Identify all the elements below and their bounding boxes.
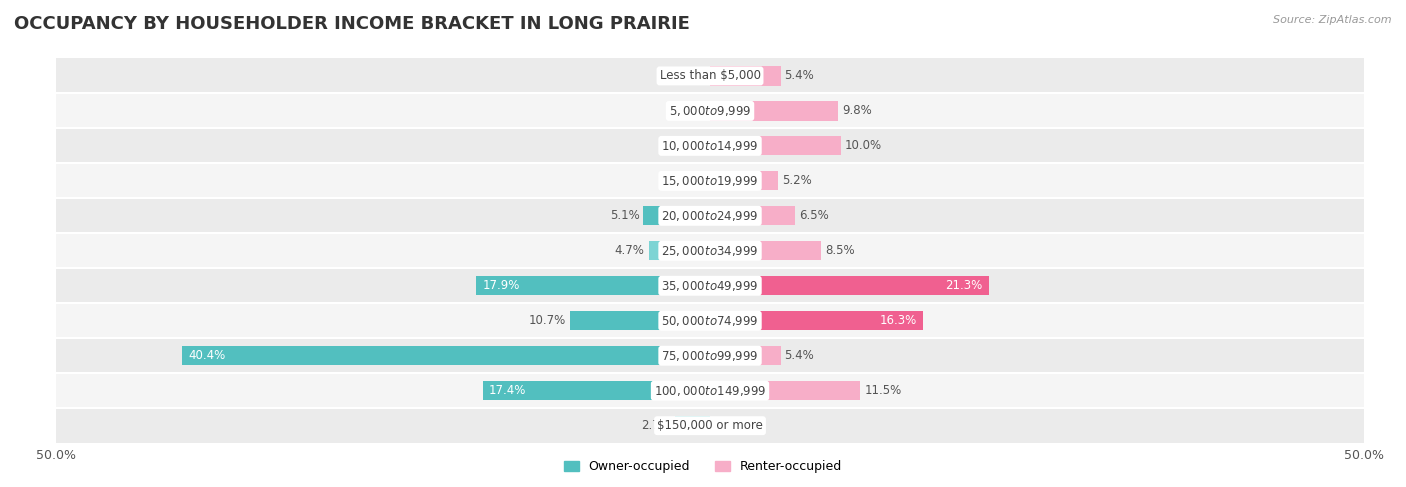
Bar [696,171,710,190]
Bar [56,163,1364,198]
Text: 2.7%: 2.7% [641,419,671,432]
Bar [477,276,710,296]
Bar [710,311,924,330]
Bar [56,233,1364,268]
Bar [648,241,710,261]
Text: 10.0%: 10.0% [845,139,882,152]
Bar [56,94,1364,129]
Text: Source: ZipAtlas.com: Source: ZipAtlas.com [1274,15,1392,25]
Text: $35,000 to $49,999: $35,000 to $49,999 [661,279,759,293]
Bar [710,346,780,365]
Text: 0.0%: 0.0% [676,70,706,82]
Bar [644,206,710,225]
Bar [482,381,710,400]
Text: 5.1%: 5.1% [610,209,640,223]
Bar [56,268,1364,303]
Text: 17.9%: 17.9% [482,279,520,292]
Text: $10,000 to $14,999: $10,000 to $14,999 [661,139,759,153]
Text: $15,000 to $19,999: $15,000 to $19,999 [661,174,759,188]
Text: 4.7%: 4.7% [614,244,644,257]
Text: $100,000 to $149,999: $100,000 to $149,999 [654,384,766,398]
Bar [56,303,1364,338]
Bar [181,346,710,365]
Text: 5.4%: 5.4% [785,349,814,362]
Text: 6.5%: 6.5% [799,209,828,223]
Text: 8.5%: 8.5% [825,244,855,257]
Text: $75,000 to $99,999: $75,000 to $99,999 [661,349,759,363]
Text: 1.1%: 1.1% [662,174,692,187]
Text: 11.5%: 11.5% [865,384,901,397]
Text: 0.0%: 0.0% [714,419,744,432]
Bar [710,381,860,400]
Text: OCCUPANCY BY HOUSEHOLDER INCOME BRACKET IN LONG PRAIRIE: OCCUPANCY BY HOUSEHOLDER INCOME BRACKET … [14,15,690,33]
Bar [56,373,1364,408]
Bar [56,198,1364,233]
Bar [710,206,794,225]
Bar [710,66,780,86]
Text: $150,000 or more: $150,000 or more [657,419,763,432]
Text: 10.7%: 10.7% [529,314,567,327]
Bar [710,171,778,190]
Text: 40.4%: 40.4% [188,349,225,362]
Text: 0.0%: 0.0% [676,104,706,117]
Text: 9.8%: 9.8% [842,104,872,117]
Bar [56,338,1364,373]
Text: 17.4%: 17.4% [489,384,526,397]
Text: 5.2%: 5.2% [782,174,811,187]
Text: Less than $5,000: Less than $5,000 [659,70,761,82]
Text: 0.0%: 0.0% [676,139,706,152]
Bar [710,241,821,261]
Text: 16.3%: 16.3% [879,314,917,327]
Text: $50,000 to $74,999: $50,000 to $74,999 [661,314,759,328]
Text: 21.3%: 21.3% [945,279,981,292]
Bar [569,311,710,330]
Bar [56,58,1364,94]
Bar [710,276,988,296]
Bar [56,129,1364,163]
Bar [675,416,710,435]
Bar [56,408,1364,443]
Bar [710,101,838,120]
Text: $5,000 to $9,999: $5,000 to $9,999 [669,104,751,118]
Text: 5.4%: 5.4% [785,70,814,82]
Bar [710,136,841,155]
Text: $25,000 to $34,999: $25,000 to $34,999 [661,244,759,258]
Legend: Owner-occupied, Renter-occupied: Owner-occupied, Renter-occupied [558,455,848,478]
Text: $20,000 to $24,999: $20,000 to $24,999 [661,209,759,223]
